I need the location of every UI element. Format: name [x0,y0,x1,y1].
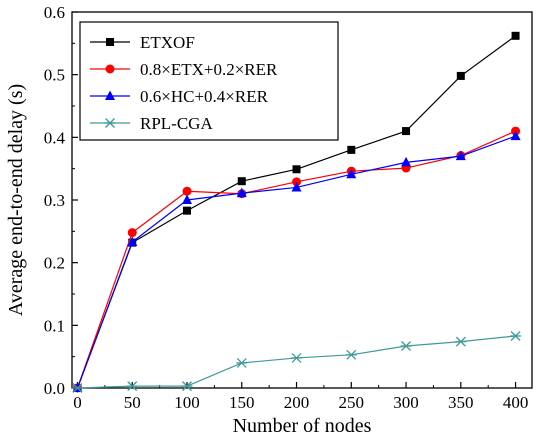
x-tick-label: 0 [73,393,82,412]
data-point-square [402,127,411,136]
x-tick-label: 300 [393,393,419,412]
legend-label: ETXOF [140,33,195,52]
data-point-square [347,145,356,154]
data-point-triangle [105,90,115,100]
x-axis: 0 50 100 150 200 250 300 350 400 [73,382,528,412]
y-tick-label: 0.6 [44,3,65,22]
x-axis-title: Number of nodes [233,415,372,437]
series-3 [72,331,521,393]
data-point-circle [127,228,137,238]
data-point-asterisk [345,349,357,360]
legend-label: 0.8×ETX+0.2×RER [140,60,278,79]
data-point-asterisk [455,336,467,347]
legend-item: ETXOF [90,33,195,52]
legend-label: 0.6×HC+0.4×RER [140,87,269,106]
series-line [76,135,516,389]
data-point-square [106,38,114,46]
x-tick-label: 250 [339,393,365,412]
data-point-square [292,165,301,174]
series-line [77,335,516,389]
y-axis: 0.0 0.1 0.2 0.3 0.4 0.5 0.6 [44,3,78,398]
data-point-triangle [291,181,302,192]
data-point-asterisk [236,357,248,368]
data-point-square [456,71,465,80]
series-layer [72,31,521,393]
x-tick-label: 50 [124,393,141,412]
x-tick-label: 400 [503,393,529,412]
x-tick-label: 100 [174,393,200,412]
data-point-triangle [236,187,247,198]
data-point-circle [105,64,115,74]
data-point-circle [292,177,302,187]
data-point-asterisk [104,118,116,128]
y-tick-label: 0.5 [44,66,65,85]
data-point-triangle [182,194,192,204]
data-point-triangle [510,130,521,141]
data-point-asterisk [181,381,193,392]
y-tick-label: 0.2 [44,254,65,273]
data-point-circle [182,186,192,196]
data-point-triangle [127,236,138,246]
y-tick-label: 0.4 [44,128,66,147]
series-2 [72,130,521,392]
data-point-triangle [455,150,466,161]
legend-item: 0.8×ETX+0.2×RER [90,60,278,79]
x-tick-label: 150 [229,393,255,412]
data-point-asterisk [291,352,302,363]
x-tick-label: 200 [284,393,310,412]
data-point-square [511,31,520,40]
data-point-triangle [401,156,412,167]
data-point-asterisk [400,341,412,351]
y-tick-label: 0.0 [44,379,65,398]
legend-item: RPL-CGA [90,114,213,133]
y-tick-label: 0.1 [44,316,65,335]
legend-item: 0.6×HC+0.4×RER [90,87,269,106]
legend-label: RPL-CGA [140,114,213,133]
y-tick-label: 0.3 [44,191,65,210]
data-point-asterisk [510,331,521,341]
legend: ETXOF 0.8×ETX+0.2×RER 0.6×HC+0.4×RER RPL-CG… [79,21,339,141]
data-point-square [237,177,246,186]
data-point-triangle [346,168,357,179]
data-point-asterisk [72,383,83,393]
data-point-square [183,206,191,215]
y-axis-title: Average end-to-end delay (s) [5,84,27,316]
data-point-asterisk [126,381,138,392]
x-tick-label: 350 [448,393,474,412]
